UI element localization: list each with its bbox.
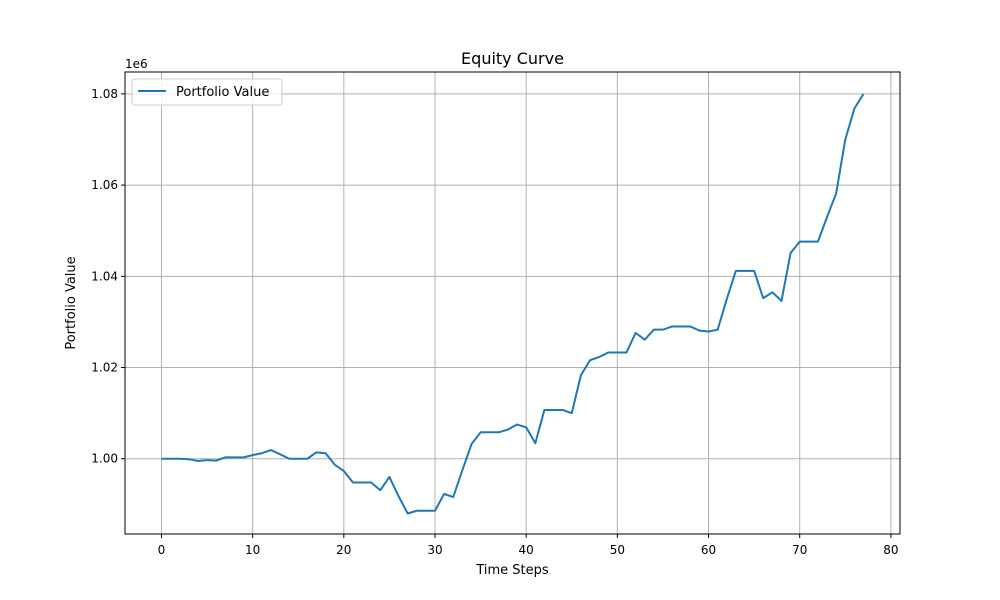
x-tick-label: 30 [427, 543, 442, 557]
y-axis: 1.00 1.02 1.04 1.06 1.08 [91, 87, 125, 466]
x-tick-label: 80 [883, 543, 898, 557]
y-tick-label: 1.02 [91, 361, 118, 375]
x-tick-label: 50 [610, 543, 625, 557]
y-axis-label: Portfolio Value [64, 256, 79, 349]
series-line-portfolio-value [161, 93, 865, 515]
plot-frame [124, 71, 901, 535]
grid [125, 72, 900, 534]
x-tick-label: 70 [792, 543, 807, 557]
x-tick-label: 10 [245, 543, 260, 557]
x-tick-label: 40 [519, 543, 534, 557]
y-tick-label: 1.04 [91, 269, 118, 283]
y-tick-label: 1.06 [91, 178, 118, 192]
legend-box [131, 78, 283, 106]
x-tick-label: 60 [701, 543, 716, 557]
y-offset-text: 1e6 [125, 57, 148, 71]
x-tick-label: 0 [158, 543, 166, 557]
legend: Portfolio Value [131, 78, 283, 106]
y-tick-label: 1.08 [91, 87, 118, 101]
chart-title: Equity Curve [461, 49, 564, 68]
x-axis: 0 10 20 30 40 50 60 70 80 [158, 534, 899, 557]
legend-label: Portfolio Value [176, 85, 269, 100]
y-tick-label: 1.00 [91, 452, 118, 466]
series-layer [161, 93, 865, 515]
x-axis-label: Time Steps [475, 563, 549, 578]
x-tick-label: 20 [336, 543, 351, 557]
